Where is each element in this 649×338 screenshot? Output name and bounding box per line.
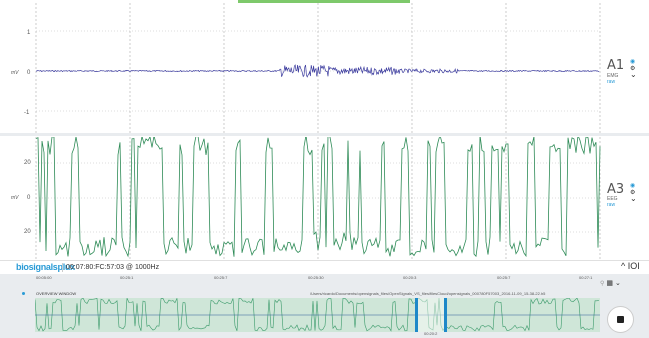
timeline-tick: 00:25:30 xyxy=(308,275,324,280)
ytick-a1-neg1: -1 xyxy=(24,110,30,116)
overview-position: 00:20:2 xyxy=(424,331,438,336)
eye-icon[interactable]: ◉ xyxy=(630,183,636,189)
channel-name-a1: A1 xyxy=(607,58,625,73)
ytick-a1-0: 0 xyxy=(27,70,31,76)
timeline-tick: 00:25:1 xyxy=(120,275,134,280)
chevron-down-icon[interactable]: ⌄ xyxy=(630,194,637,203)
pin-icon[interactable]: ⚲ xyxy=(600,281,605,287)
timeline-tick: 00:27:1 xyxy=(579,275,593,280)
settings-icon[interactable]: ⚙ xyxy=(630,190,636,196)
unit-a3: mV xyxy=(11,195,19,201)
overview-cursor[interactable] xyxy=(415,298,447,332)
chevron-down-icon[interactable]: ⌄ xyxy=(614,280,621,287)
top-highlight-bar xyxy=(238,0,410,3)
ytick-a3-0: 0 xyxy=(27,195,31,201)
overview-trace xyxy=(34,297,600,332)
timeline-tick: 00:25:7 xyxy=(497,275,511,280)
channel-plot-a3[interactable] xyxy=(0,133,649,260)
overview-title: OVERVIEW WINDOW xyxy=(36,291,77,296)
device-info: 00:07:80:FC:57:03 @ 1000Hz xyxy=(66,264,160,271)
timeline-tick: 00:05:00 xyxy=(36,275,52,280)
status-separator xyxy=(62,263,63,272)
channel-plot-a1[interactable] xyxy=(0,3,649,133)
overview-toolbar: ⚲ ▦ ⌄ xyxy=(600,279,621,287)
channel-type-a3: EEG xyxy=(607,196,618,202)
timeline-tick: 00:25:7 xyxy=(214,275,228,280)
channel-type-a1: EMG xyxy=(607,73,619,79)
settings-icon[interactable]: ⚙ xyxy=(630,66,636,72)
ytick-a1-1: 1 xyxy=(27,30,31,36)
channel-divider xyxy=(0,133,649,136)
unit-a1: mV xyxy=(11,70,19,76)
grid-icon[interactable]: ▦ xyxy=(606,280,613,287)
ytick-a3-20: 20 xyxy=(24,160,31,166)
channel-raw-a3: raw xyxy=(607,202,616,208)
logo: biosignalsplux xyxy=(16,262,75,272)
file-path: /Users/ricardo/Documents/opensignals_fil… xyxy=(310,291,546,296)
channel-name-a3: A3 xyxy=(607,182,625,197)
eeg-trace xyxy=(35,133,601,260)
status-bar xyxy=(0,260,649,275)
timeline-tick: 00:20:3 xyxy=(403,275,417,280)
overview-indicator xyxy=(22,292,25,295)
collapse-button[interactable]: ^ IOI xyxy=(621,261,640,271)
overview-plot[interactable] xyxy=(34,297,600,332)
stop-icon xyxy=(617,316,624,323)
chevron-down-icon[interactable]: ⌄ xyxy=(630,70,637,79)
ytick-a3-neg20: 20 xyxy=(24,229,31,235)
emg-trace xyxy=(35,3,601,133)
channel-raw-a1: raw xyxy=(607,79,616,85)
stop-button[interactable] xyxy=(607,306,634,333)
eye-icon[interactable]: ◉ xyxy=(630,59,636,65)
